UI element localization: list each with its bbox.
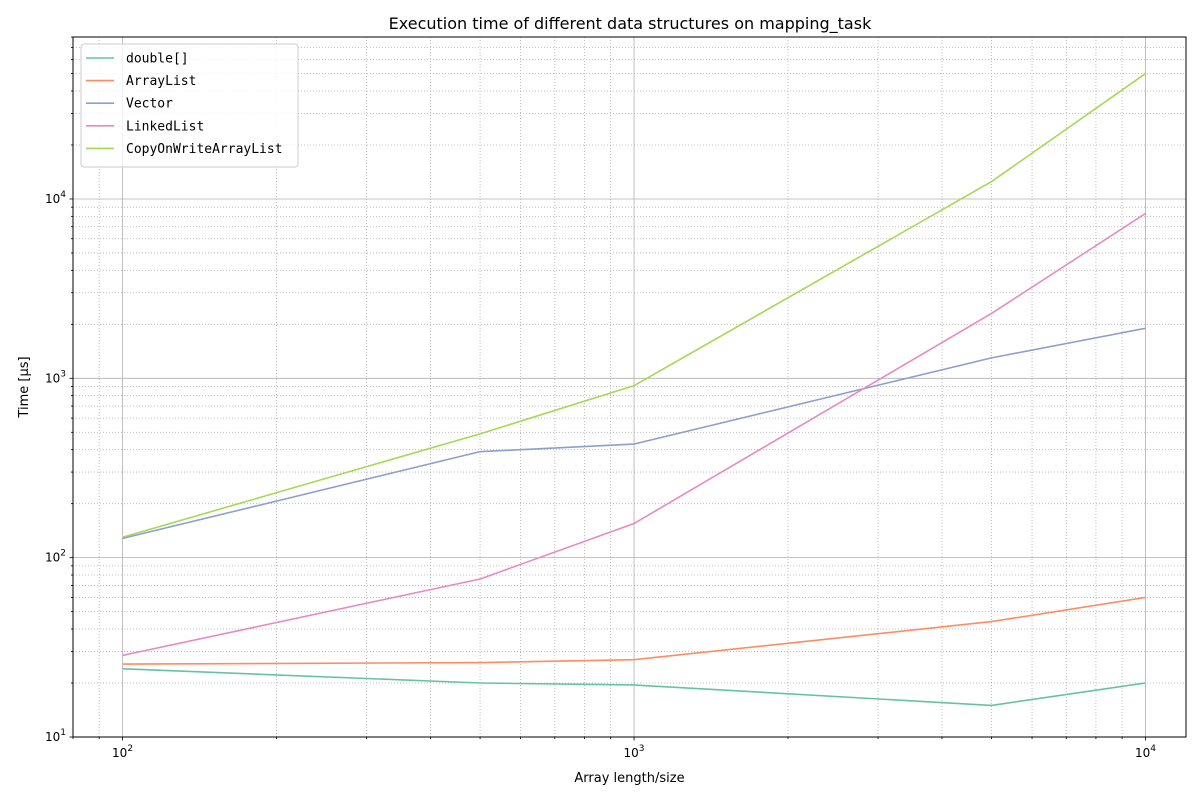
series-line-vector [122, 327, 1146, 540]
series-line-arraylist [122, 596, 1146, 665]
x-tick-label: 104 [1135, 744, 1156, 760]
x-tick-label: 103 [624, 744, 645, 760]
chart-title: Execution time of different data structu… [389, 14, 872, 34]
series-line-copyonwritearraylist [122, 72, 1146, 538]
plot-area-frame [72, 36, 1187, 738]
x-axis-label: Array length/size [574, 771, 684, 786]
axis-ticks: 102 103 104 101 102 103 104 [45, 36, 1156, 760]
series-line-double [122, 668, 1146, 707]
legend: double[] ArrayList Vector LinkedList CopyOnW… [80, 43, 299, 168]
legend-label: CopyOnWriteArrayList [126, 142, 283, 157]
legend-label: ArrayList [126, 74, 196, 89]
y-tick-label: 104 [45, 190, 66, 206]
legend-label: LinkedList [126, 119, 204, 134]
y-axis-label: Time [μs] [17, 356, 32, 418]
x-tick-label: 102 [112, 744, 133, 760]
grid [72, 36, 1186, 738]
legend-label: double[] [126, 52, 189, 67]
y-tick-label: 101 [45, 728, 66, 744]
series-line-linkedlist [122, 212, 1146, 657]
y-tick-label: 102 [45, 549, 66, 565]
legend-box [80, 43, 299, 168]
legend-label: Vector [126, 97, 173, 112]
series-lines [122, 72, 1146, 707]
y-tick-label: 103 [45, 369, 66, 385]
